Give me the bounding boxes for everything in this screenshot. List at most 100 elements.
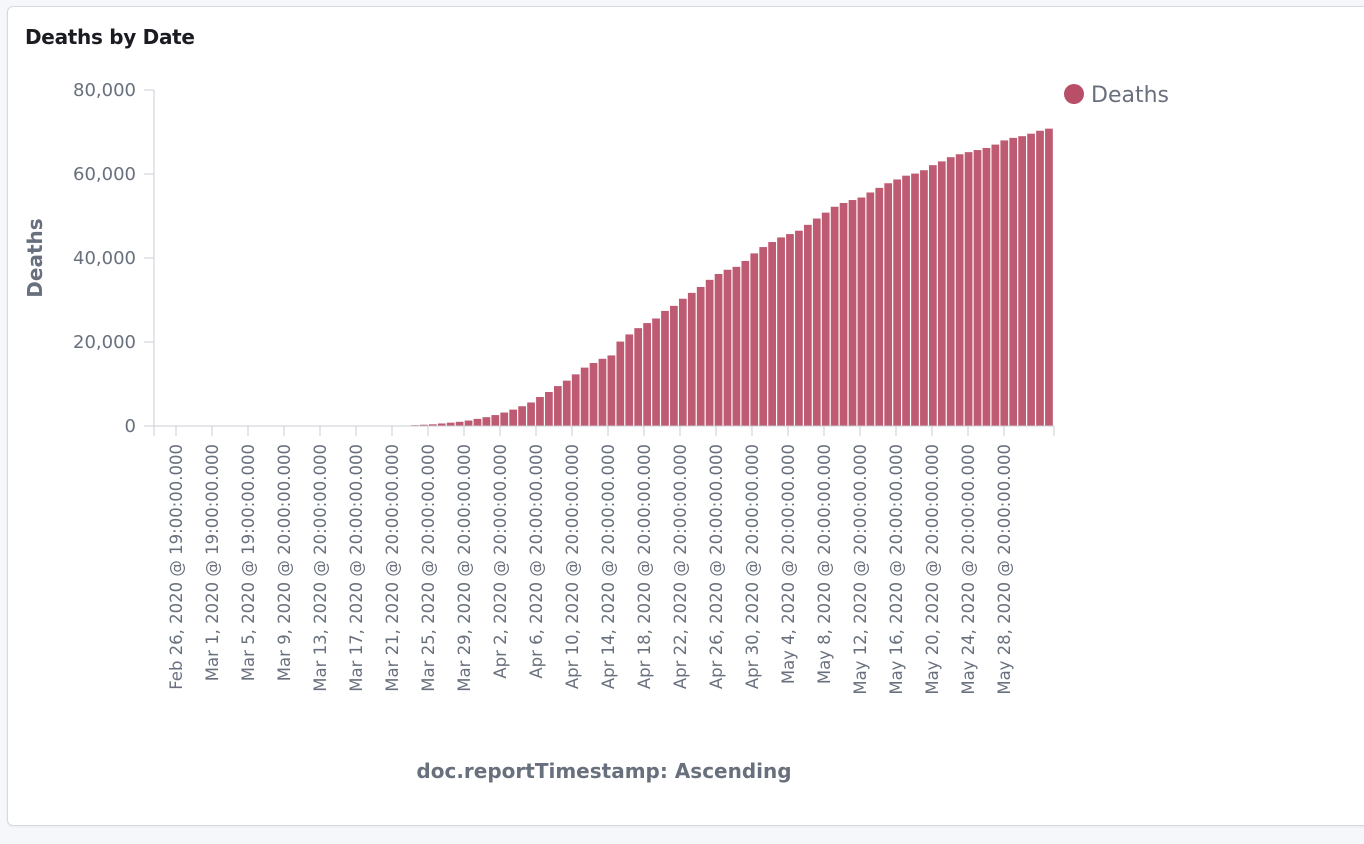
- x-axis-title: doc.reportTimestamp: Ascending: [416, 759, 791, 783]
- x-tick-label: Mar 9, 2020 @ 20:00:00.000: [275, 444, 294, 681]
- bar[interactable]: [687, 292, 696, 426]
- bar[interactable]: [982, 147, 991, 426]
- bar[interactable]: [1009, 137, 1018, 426]
- bar[interactable]: [428, 424, 437, 426]
- x-tick-label: Mar 1, 2020 @ 19:00:00.000: [203, 444, 222, 681]
- bar[interactable]: [1036, 130, 1044, 427]
- panel-title: Deaths by Date: [25, 25, 195, 49]
- bar[interactable]: [607, 355, 616, 426]
- bar[interactable]: [857, 197, 866, 426]
- bar[interactable]: [786, 234, 794, 426]
- bar[interactable]: [652, 318, 660, 426]
- bar[interactable]: [643, 323, 651, 426]
- bar[interactable]: [955, 154, 964, 426]
- y-axis-title: Deaths: [23, 218, 47, 297]
- bar[interactable]: [473, 418, 482, 426]
- bar[interactable]: [491, 415, 500, 426]
- bar[interactable]: [678, 298, 687, 426]
- bar[interactable]: [670, 305, 678, 426]
- bar[interactable]: [964, 152, 973, 426]
- legend-dot-icon[interactable]: [1064, 84, 1084, 104]
- bar[interactable]: [482, 417, 491, 426]
- bar[interactable]: [875, 187, 884, 426]
- bar[interactable]: [1000, 140, 1009, 426]
- bar[interactable]: [527, 402, 535, 426]
- x-tick-label: Apr 22, 2020 @ 20:00:00.000: [671, 444, 690, 689]
- bar[interactable]: [866, 192, 875, 426]
- bar[interactable]: [661, 310, 669, 426]
- bar[interactable]: [759, 247, 768, 426]
- legend[interactable]: Deaths: [1064, 83, 1169, 108]
- bar[interactable]: [705, 279, 714, 426]
- bar[interactable]: [902, 175, 910, 426]
- x-tick-label: Apr 30, 2020 @ 20:00:00.000: [743, 444, 762, 689]
- bar[interactable]: [812, 218, 821, 426]
- bar[interactable]: [509, 409, 518, 426]
- bar[interactable]: [920, 170, 928, 426]
- x-tick-label: May 20, 2020 @ 20:00:00.000: [923, 444, 942, 695]
- bar[interactable]: [446, 422, 455, 426]
- bar[interactable]: [1027, 133, 1035, 426]
- y-tick-label: 40,000: [73, 248, 136, 269]
- bar[interactable]: [991, 144, 1000, 426]
- x-tick-label: May 24, 2020 @ 20:00:00.000: [959, 444, 978, 695]
- bar[interactable]: [928, 165, 937, 426]
- y-tick-label: 60,000: [73, 164, 136, 185]
- bar[interactable]: [518, 406, 526, 426]
- bar[interactable]: [732, 266, 741, 426]
- bar[interactable]: [455, 421, 464, 426]
- bar[interactable]: [1018, 136, 1027, 426]
- bar[interactable]: [420, 424, 428, 426]
- bar[interactable]: [571, 374, 580, 426]
- bar[interactable]: [777, 237, 785, 426]
- bar[interactable]: [580, 367, 589, 426]
- x-axis: Feb 26, 2020 @ 19:00:00.000 Mar 1, 2020 @…: [153, 425, 1055, 695]
- bar[interactable]: [821, 212, 830, 426]
- bar[interactable]: [1045, 128, 1053, 426]
- bar[interactable]: [696, 286, 705, 426]
- bar[interactable]: [536, 397, 544, 426]
- bar[interactable]: [795, 230, 803, 426]
- legend-label-deaths[interactable]: Deaths: [1091, 83, 1169, 108]
- x-tick-label: May 16, 2020 @ 20:00:00.000: [887, 444, 906, 695]
- bar[interactable]: [616, 341, 625, 426]
- bar[interactable]: [937, 161, 946, 426]
- y-tick-label: 80,000: [73, 80, 136, 101]
- x-tick-label: Apr 10, 2020 @ 20:00:00.000: [563, 444, 582, 689]
- bar[interactable]: [589, 363, 598, 426]
- bar[interactable]: [464, 420, 473, 426]
- bar[interactable]: [634, 328, 643, 426]
- bar[interactable]: [545, 391, 553, 426]
- bar[interactable]: [750, 253, 759, 426]
- bar[interactable]: [884, 183, 893, 426]
- bar[interactable]: [803, 224, 812, 426]
- x-tick-label: Mar 29, 2020 @ 20:00:00.000: [455, 444, 474, 692]
- x-tick-label: Feb 26, 2020 @ 19:00:00.000: [167, 444, 186, 690]
- bar[interactable]: [946, 157, 955, 426]
- bar[interactable]: [714, 273, 723, 426]
- bar[interactable]: [553, 386, 562, 426]
- bar[interactable]: [625, 334, 634, 426]
- bar[interactable]: [741, 260, 750, 426]
- bar[interactable]: [437, 423, 446, 426]
- bar[interactable]: [848, 200, 857, 426]
- x-tick-label: Apr 26, 2020 @ 20:00:00.000: [707, 444, 726, 689]
- bar[interactable]: [973, 150, 982, 426]
- x-tick-label: Mar 5, 2020 @ 19:00:00.000: [239, 444, 258, 681]
- bar[interactable]: [500, 412, 509, 426]
- bars[interactable]: [411, 128, 1053, 427]
- bar[interactable]: [768, 242, 776, 426]
- y-axis: 0 20,000 40,000 60,000 80,000: [73, 80, 155, 437]
- bar[interactable]: [893, 179, 901, 426]
- bar[interactable]: [723, 269, 732, 426]
- x-tick-label: Mar 13, 2020 @ 20:00:00.000: [311, 444, 330, 692]
- bar[interactable]: [598, 358, 607, 426]
- bar[interactable]: [830, 206, 839, 426]
- x-tick-label: Mar 17, 2020 @ 20:00:00.000: [347, 444, 366, 692]
- bar[interactable]: [911, 173, 919, 426]
- bar[interactable]: [562, 380, 571, 426]
- bar[interactable]: [839, 202, 848, 426]
- x-tick-label: May 4, 2020 @ 20:00:00.000: [779, 444, 798, 684]
- x-tick-label: May 12, 2020 @ 20:00:00.000: [851, 444, 870, 695]
- x-tick-label: May 8, 2020 @ 20:00:00.000: [815, 444, 834, 684]
